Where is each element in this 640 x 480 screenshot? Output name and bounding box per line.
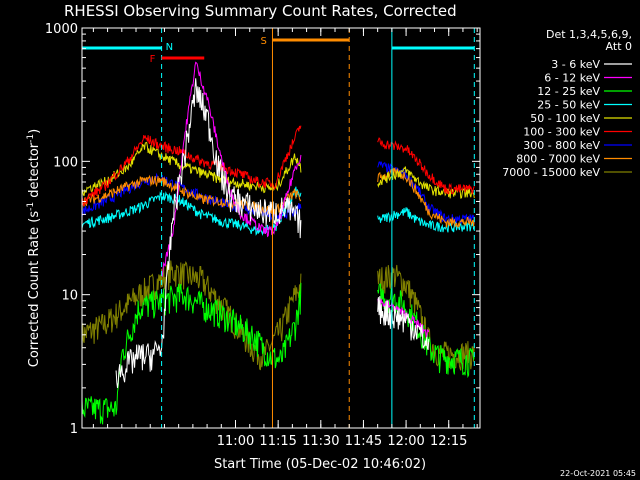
flare-flag-label: F <box>150 54 156 65</box>
axes: 1 10 100 1000 11:00 11:15 11:30 11:45 12:00 12:15 <box>45 22 481 449</box>
series-line-6-12--seg0 <box>161 61 302 277</box>
legend-entry-label: 100 - 300 keV <box>523 126 600 139</box>
series-line-25-50--seg0 <box>81 186 302 237</box>
x-tick-label: 12:00 <box>387 434 424 449</box>
legend-entry-label: 7000 - 15000 keV <box>502 166 600 179</box>
series-line-100-300--seg1 <box>377 137 475 195</box>
series-line-12-25--seg0 <box>81 282 302 425</box>
series-line-800-7000--seg1 <box>377 167 475 228</box>
plot-frame <box>81 27 481 429</box>
y-axis-label-part: -1 <box>26 134 36 143</box>
legend-entry-label: 800 - 7000 keV <box>516 153 600 166</box>
night-flag-label: N <box>166 42 173 53</box>
y-tick-label: 1 <box>70 422 78 437</box>
legend-entry-label: 300 - 800 keV <box>523 139 600 152</box>
y-axis-label-part: detector <box>27 142 42 202</box>
y-axis-label-part: Corrected Count Rate (s <box>27 211 42 368</box>
legend-title-line: Det 1,3,4,5,6,9, <box>546 28 632 41</box>
legend-entry-label: 12 - 25 keV <box>537 85 600 98</box>
legend-entry-label: 25 - 50 keV <box>537 99 600 112</box>
y-tick-label: 10 <box>61 289 78 304</box>
saa-flag-label: S <box>260 36 266 47</box>
series-line-100-300--seg0 <box>81 125 302 207</box>
series-line-50-100--seg0 <box>81 141 302 196</box>
series-line-3-6--seg0 <box>115 78 302 388</box>
x-tick-label: 11:15 <box>259 434 296 449</box>
plot-area: NF S <box>81 28 475 428</box>
legend-title-line: Att 0 <box>606 40 632 53</box>
y-axis-label: Corrected Count Rate (s-1 detector-1) <box>26 129 42 367</box>
series-line-3-6--seg1 <box>377 296 430 350</box>
x-tick-label: 11:30 <box>302 434 339 449</box>
y-tick-label: 1000 <box>45 22 78 37</box>
x-axis-label: Start Time (05-Dec-02 10:46:02) <box>214 457 426 472</box>
x-tick-label: 12:15 <box>430 434 467 449</box>
x-tick-label: 11:45 <box>345 434 382 449</box>
y-axis-label-part: ) <box>27 129 42 134</box>
timestamp: 22-Oct-2021 05:45 <box>560 469 636 478</box>
legend-entry-label: 3 - 6 keV <box>551 58 600 71</box>
x-tick-label: 11:00 <box>217 434 254 449</box>
y-tick-label: 100 <box>53 155 78 170</box>
legend-entry-label: 50 - 100 keV <box>530 112 600 125</box>
series-line-12-25--seg1 <box>377 283 475 379</box>
series-line-7000-15000--seg0 <box>81 260 302 371</box>
chart-title: RHESSI Observing Summary Count Rates, Co… <box>64 2 457 20</box>
y-axis-label-part: -1 <box>26 202 36 211</box>
legend-entry-label: 6 - 12 keV <box>544 72 600 85</box>
